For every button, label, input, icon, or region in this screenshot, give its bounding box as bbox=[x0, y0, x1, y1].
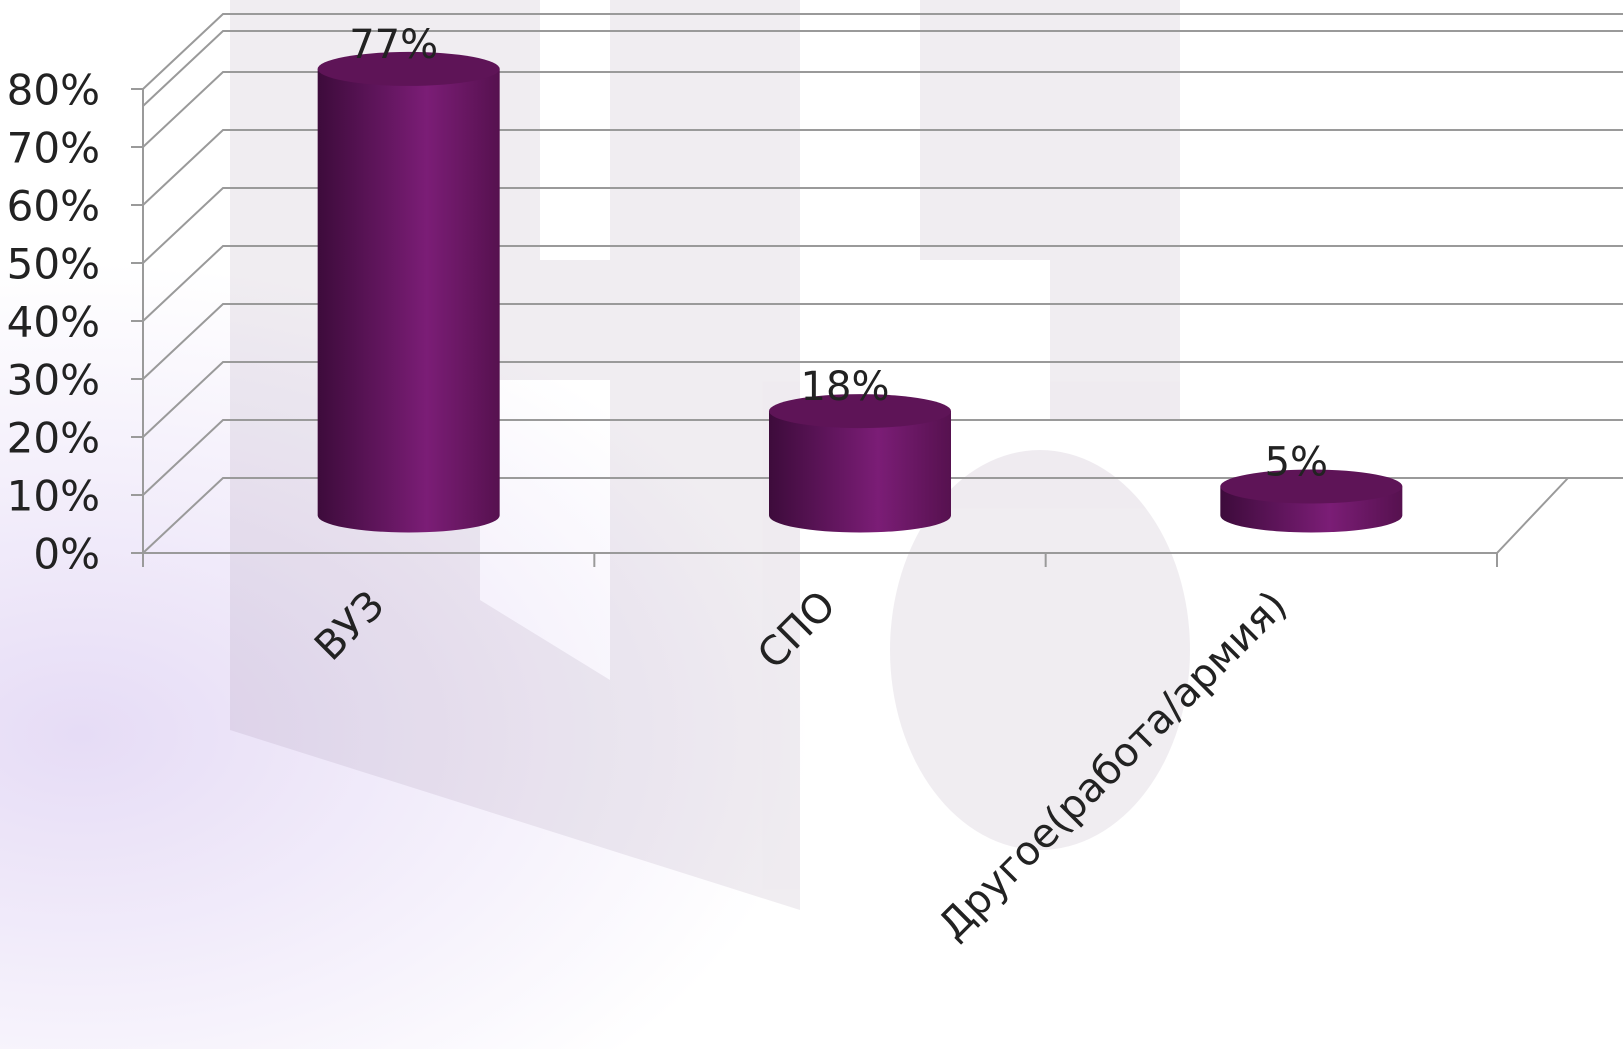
value-label: 5% bbox=[1265, 440, 1328, 486]
bar-top bbox=[1220, 469, 1403, 504]
y-tick-label: 60% bbox=[7, 182, 100, 231]
y-tick-label: 40% bbox=[7, 298, 100, 347]
bar bbox=[317, 68, 500, 533]
y-tick-label: 30% bbox=[7, 356, 100, 405]
grid-line bbox=[142, 129, 1623, 206]
y-tick-label: 80% bbox=[7, 66, 100, 115]
grid-line bbox=[142, 13, 1623, 90]
value-label: 77% bbox=[349, 22, 438, 68]
bar bbox=[769, 411, 952, 533]
grid-line bbox=[142, 245, 1623, 322]
grid-line bbox=[142, 419, 1623, 496]
grid-line bbox=[142, 303, 1623, 380]
grid-line bbox=[142, 361, 1623, 438]
y-tick-label: 10% bbox=[7, 472, 100, 521]
bar-top bbox=[317, 51, 500, 86]
bar-top bbox=[769, 394, 951, 429]
grid-line bbox=[142, 71, 1623, 148]
grid-line bbox=[142, 477, 1623, 554]
y-tick-label: 0% bbox=[33, 530, 100, 579]
grid-line bbox=[142, 187, 1623, 264]
y-tick-label: 70% bbox=[7, 124, 100, 173]
y-tick-label: 50% bbox=[7, 240, 100, 289]
y-tick-label: 20% bbox=[7, 414, 100, 463]
wall-top bbox=[142, 30, 1623, 107]
value-label: 18% bbox=[801, 364, 890, 410]
